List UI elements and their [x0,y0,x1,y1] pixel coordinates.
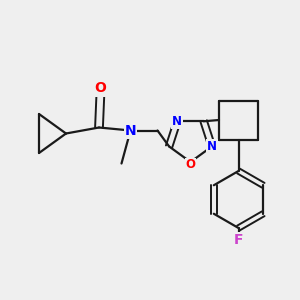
Text: N: N [172,115,182,128]
Text: O: O [94,82,106,95]
Text: N: N [125,124,136,137]
Text: F: F [234,233,243,247]
Text: O: O [185,158,196,172]
Text: N: N [207,140,217,153]
